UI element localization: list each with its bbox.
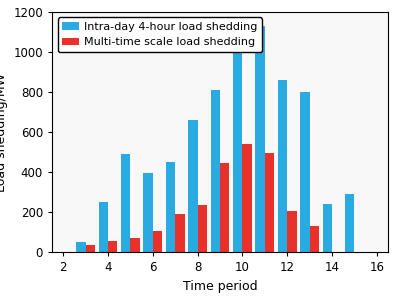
Bar bbox=[210, 90, 220, 252]
Bar bbox=[175, 214, 185, 252]
Bar bbox=[278, 80, 287, 252]
Bar bbox=[143, 173, 153, 252]
Bar bbox=[345, 194, 354, 252]
Bar bbox=[76, 242, 86, 252]
Bar bbox=[300, 92, 310, 252]
Bar bbox=[188, 120, 198, 252]
Bar bbox=[265, 153, 274, 252]
Bar bbox=[153, 231, 162, 252]
Bar bbox=[220, 163, 230, 252]
Bar bbox=[121, 154, 130, 252]
Bar bbox=[322, 204, 332, 252]
Bar bbox=[198, 205, 207, 252]
Bar bbox=[98, 202, 108, 252]
Bar bbox=[166, 162, 175, 252]
Bar bbox=[255, 26, 265, 252]
Bar bbox=[233, 52, 242, 252]
Bar bbox=[130, 238, 140, 252]
Bar bbox=[310, 226, 319, 252]
Bar bbox=[287, 211, 297, 252]
X-axis label: Time period: Time period bbox=[183, 280, 257, 293]
Y-axis label: Load shedding/MW: Load shedding/MW bbox=[0, 73, 8, 192]
Legend: Intra-day 4-hour load shedding, Multi-time scale load shedding: Intra-day 4-hour load shedding, Multi-ti… bbox=[58, 18, 262, 52]
Bar bbox=[86, 245, 95, 252]
Bar bbox=[108, 241, 118, 252]
Bar bbox=[242, 144, 252, 252]
